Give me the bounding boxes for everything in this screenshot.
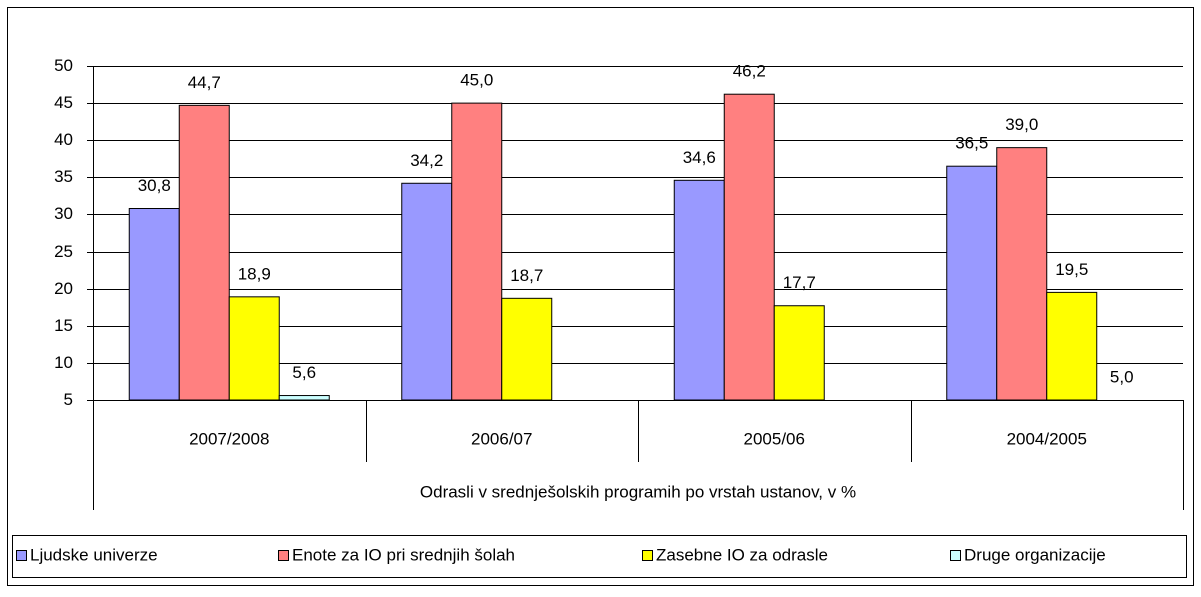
y-tick-label: 10 [54,353,73,372]
bar [996,147,1048,401]
legend-swatch [642,550,653,561]
bar [451,102,503,401]
data-label: 30,8 [138,176,171,195]
bar [178,104,230,401]
data-label: 19,5 [1055,260,1088,279]
data-label: 5,0 [1110,367,1134,386]
data-label: 36,5 [955,134,988,153]
legend-swatch [16,550,27,561]
bar [501,297,553,401]
data-label: 18,9 [238,264,271,283]
bar [673,179,725,401]
legend-swatch [950,550,961,561]
x-tick-label: 2007/2008 [189,429,269,448]
bar [228,296,280,401]
y-tick-label: 30 [54,204,73,223]
x-tick-label: 2004/2005 [1007,429,1087,448]
legend-label: Druge organizacije [964,545,1106,564]
data-label: 34,2 [410,151,443,170]
bar [773,305,825,401]
legend-swatch [278,550,289,561]
y-tick-label: 5 [64,390,73,409]
legend-label: Enote za IO pri srednjih šolah [292,545,515,564]
bar [401,182,453,401]
x-axis-title: Odrasli v srednješolskih programih po vr… [420,482,856,501]
data-label: 17,7 [783,273,816,292]
y-tick-label: 45 [54,93,73,112]
legend-label: Zasebne IO za odrasle [656,545,828,564]
bar [278,395,330,401]
data-label: 34,6 [683,148,716,167]
bar [723,93,775,401]
data-label: 5,6 [292,363,316,382]
y-tick-label: 50 [54,56,73,75]
y-tick-label: 15 [54,316,73,335]
data-label: 44,7 [188,73,221,92]
x-tick-label: 2005/06 [744,429,805,448]
data-label: 46,2 [733,62,766,81]
legend-label: Ljudske univerze [30,545,158,564]
data-label: 18,7 [510,266,543,285]
y-tick-label: 25 [54,242,73,261]
y-tick-label: 40 [54,130,73,149]
y-tick-label: 20 [54,279,73,298]
bar [128,208,180,401]
legend-box [12,535,1187,578]
x-tick-label: 2006/07 [471,429,532,448]
data-label: 45,0 [460,71,493,90]
y-tick-label: 35 [54,167,73,186]
bar [946,165,998,401]
data-label: 39,0 [1005,115,1038,134]
bar [1046,291,1098,401]
